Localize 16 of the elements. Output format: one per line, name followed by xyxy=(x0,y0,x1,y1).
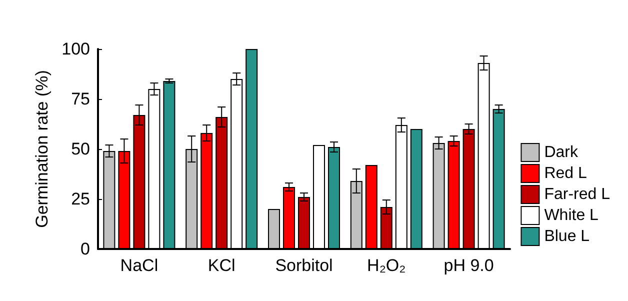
x-tick-label: KCl xyxy=(208,256,236,275)
y-axis-title: Germination rate (%) xyxy=(32,70,52,228)
y-tick-label: 50 xyxy=(71,140,90,158)
x-tick-label: Sorbitol xyxy=(275,256,333,275)
legend-label: Blue L xyxy=(544,228,590,245)
legend-label: White L xyxy=(544,207,599,224)
y-tick-label: 0 xyxy=(80,240,90,258)
legend-label: Red L xyxy=(544,165,587,182)
y-tick-label: 75 xyxy=(71,90,90,108)
x-tick-label: pH 9.0 xyxy=(444,256,494,275)
x-tick-label: NaCl xyxy=(120,256,158,275)
x-tick-label: H₂O₂ xyxy=(367,256,406,275)
legend-label: Dark xyxy=(544,144,579,161)
legend-label: Far-red L xyxy=(544,186,610,203)
y-tick-label: 25 xyxy=(71,190,90,208)
y-tick-label: 100 xyxy=(62,40,90,58)
